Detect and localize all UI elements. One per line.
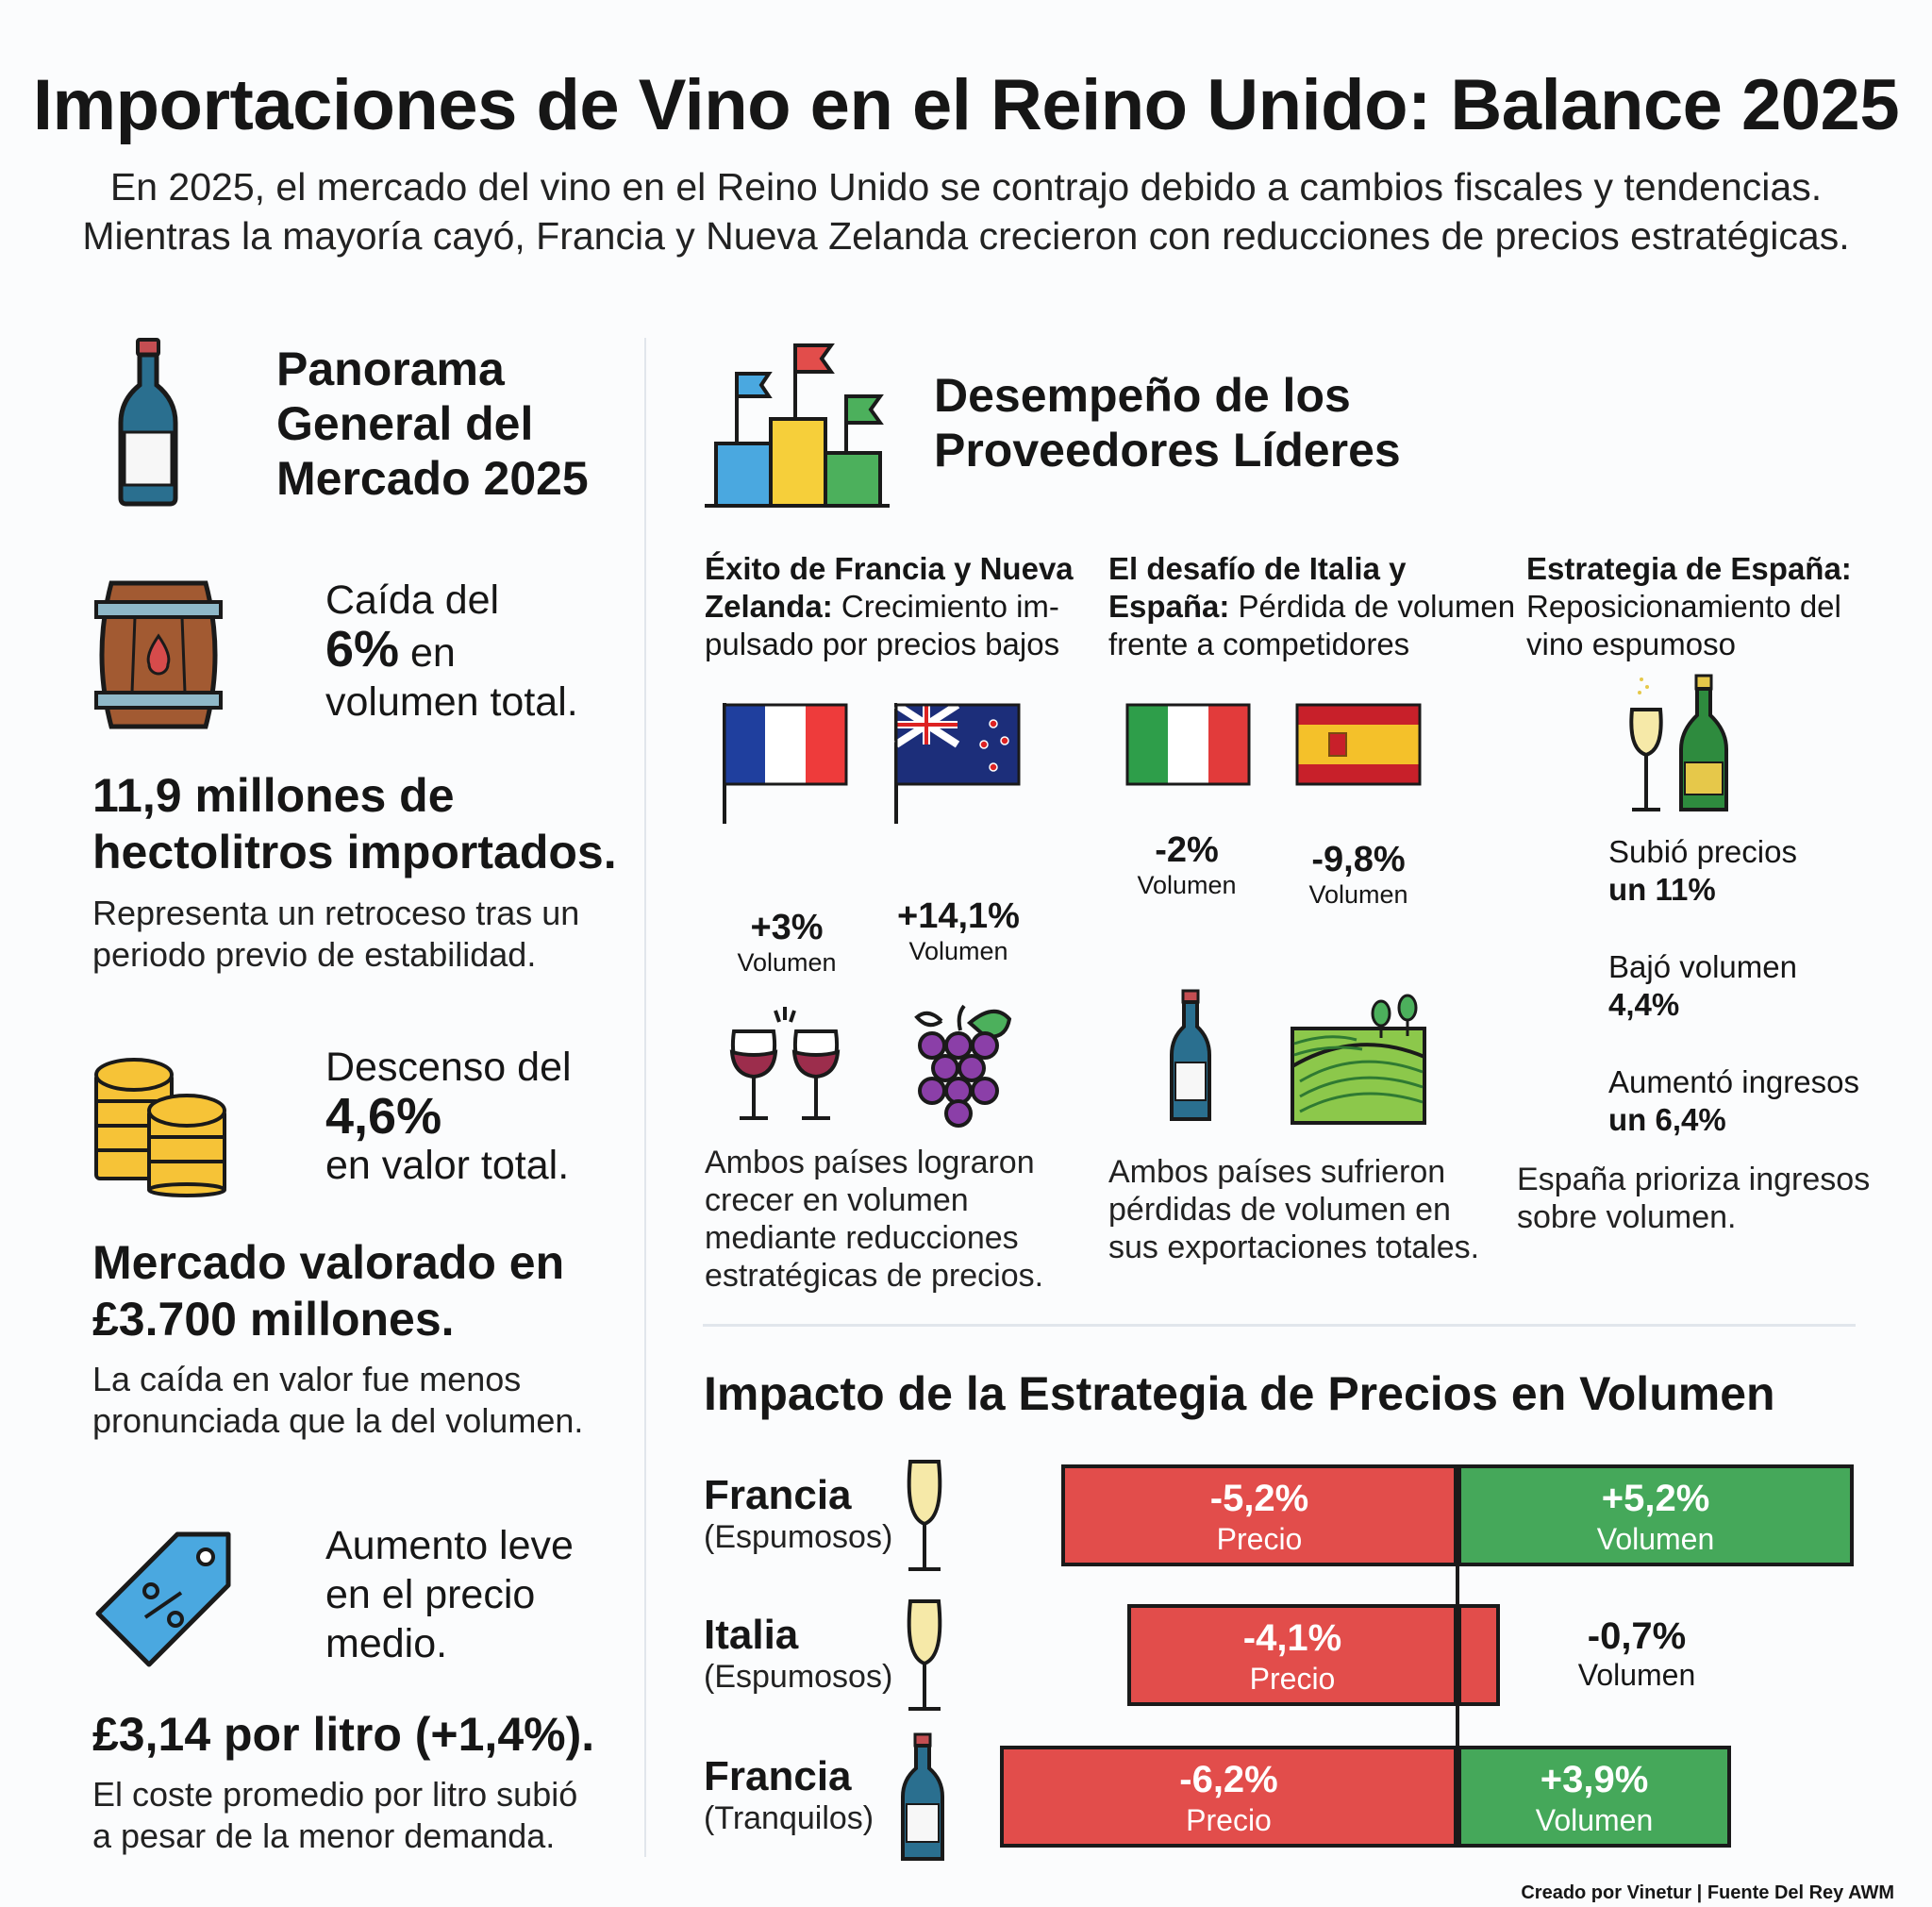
price-description: El coste promedio por litro subió a pesa…	[92, 1775, 578, 1855]
price-bar: -4,1% Precio	[1127, 1604, 1457, 1706]
spain-volume-stat: -9,8% Volumen	[1308, 840, 1408, 909]
impact-row-label: Francia (Espumosos)	[704, 1472, 893, 1555]
grapes-icon	[914, 1004, 1012, 1128]
price-bar: -6,2% Precio	[1000, 1746, 1457, 1848]
volume-description: Representa un retroceso tras un periodo …	[92, 894, 580, 974]
spain-volume-stat: Bajó volumen 4,4%	[1608, 949, 1797, 1022]
coins-icon	[94, 1058, 226, 1197]
volume-bar: +3,9% Volumen	[1457, 1746, 1731, 1848]
col1-description: Ambos países lograron crecer en volumen …	[705, 1145, 1044, 1294]
wine-glasses-toast-icon	[729, 1007, 841, 1120]
france-volume-stat: +3% Volumen	[737, 908, 837, 977]
column-divider	[644, 338, 646, 1857]
page-title: Importaciones de Vino en el Reino Unido:…	[32, 65, 1900, 145]
wine-bottle-small-icon	[1170, 989, 1211, 1121]
price-stat: Aumento leve en el precio medio.	[325, 1523, 574, 1666]
wine-bottle-icon	[118, 338, 178, 507]
impact-row-label: Francia (Tranquilos)	[704, 1753, 874, 1836]
vineyard-hills-icon	[1291, 994, 1426, 1125]
price-tag-icon	[95, 1531, 231, 1667]
price-headline: £3,14 por litro (+1,4%).	[92, 1708, 595, 1761]
podium-flags-icon	[705, 343, 890, 508]
wine-barrel-icon	[94, 580, 223, 729]
volume-bar	[1457, 1604, 1500, 1706]
volume-bar: +5,2% Volumen	[1457, 1464, 1854, 1566]
value-description: La caída en valor fue menos pronunciada …	[92, 1360, 584, 1440]
volume-value-label: -0,7% Volumen	[1577, 1615, 1696, 1692]
impact-heading: Impacto de la Estrategia de Precios en V…	[704, 1367, 1775, 1420]
volume-headline: 11,9 millones de hectolitros importados.	[92, 769, 617, 878]
impact-row-label: Italia (Espumosos)	[704, 1612, 893, 1695]
spain-price-stat: Subió precios un 11%	[1608, 834, 1797, 907]
champagne-flute-icon	[907, 1599, 942, 1711]
col3-description: España prioriza ingresos sobre volumen.	[1517, 1162, 1871, 1235]
italy-volume-stat: -2% Volumen	[1137, 830, 1237, 899]
wine-bottle-icon	[901, 1732, 944, 1861]
col2-description: Ambos países sufrieron pérdidas de volum…	[1108, 1154, 1480, 1265]
overview-heading: Panorama General del Mercado 2025	[276, 343, 589, 505]
new-zealand-flag-icon	[893, 701, 1021, 824]
suppliers-heading: Desempeño de los Proveedores Líderes	[934, 369, 1401, 477]
col1-heading: Éxito de Francia y Nueva Zelanda: Crecim…	[705, 551, 1074, 661]
value-stat: Descenso del 4,6% en valor total.	[325, 1045, 572, 1188]
spain-flag-icon	[1295, 703, 1422, 786]
page-subtitle: En 2025, el mercado del vino en el Reino…	[82, 165, 1850, 258]
value-headline: Mercado valorado en £3.700 millones.	[92, 1236, 565, 1346]
footer-credit: Creado por Vinetur | Fuente Del Rey AWM	[1521, 1882, 1894, 1903]
spain-revenue-stat: Aumentó ingresos un 6,4%	[1608, 1064, 1859, 1137]
nz-volume-stat: +14,1% Volumen	[897, 896, 1020, 965]
volume-stat: Caída del 6% en volumen total.	[325, 577, 578, 725]
col3-heading: Estrategia de España: Reposicionamiento …	[1526, 551, 1852, 661]
champagne-glass-bottle-icon	[1629, 674, 1728, 811]
italy-flag-icon	[1125, 703, 1251, 786]
price-bar: -5,2% Precio	[1061, 1464, 1457, 1566]
col2-heading: El desafío de Italia y España: Pérdida d…	[1108, 551, 1516, 661]
section-divider	[703, 1324, 1856, 1327]
champagne-flute-icon	[907, 1460, 942, 1571]
france-flag-icon	[723, 703, 848, 824]
